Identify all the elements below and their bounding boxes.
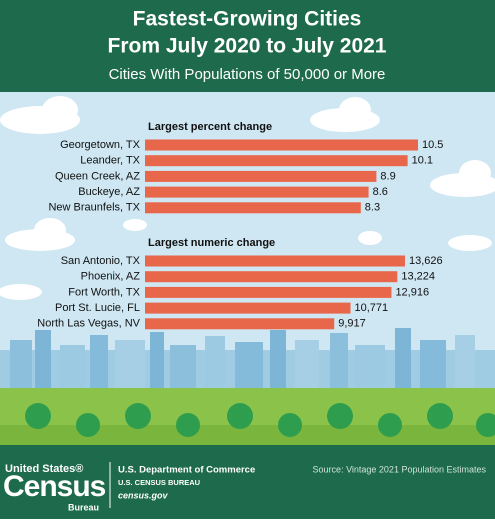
category-label: Port St. Lucie, FL bbox=[55, 302, 140, 314]
chart-title: Largest percent change bbox=[148, 121, 272, 133]
category-label: Fort Worth, TX bbox=[68, 286, 140, 298]
value-label: 12,916 bbox=[395, 286, 429, 298]
bar bbox=[145, 186, 369, 198]
bar bbox=[145, 139, 418, 151]
category-label: New Braunfels, TX bbox=[48, 202, 140, 214]
logo-bottom: Bureau bbox=[68, 502, 99, 512]
value-label: 13,224 bbox=[401, 271, 435, 283]
category-label: North Las Vegas, NV bbox=[37, 318, 140, 330]
title: Fastest-Growing Cities bbox=[133, 8, 362, 31]
bar bbox=[145, 302, 351, 314]
trees bbox=[25, 403, 495, 437]
value-label: 8.3 bbox=[365, 202, 380, 214]
logo-top: United States® bbox=[5, 463, 83, 475]
logo-main: Census bbox=[3, 470, 106, 503]
bar bbox=[145, 318, 335, 330]
bar bbox=[145, 255, 405, 267]
bar bbox=[145, 170, 377, 182]
bar bbox=[145, 202, 361, 214]
source: Source: Vintage 2021 Population Estimate… bbox=[313, 464, 487, 474]
value-label: 9,917 bbox=[338, 318, 366, 330]
category-label: Buckeye, AZ bbox=[78, 186, 140, 198]
category-label: Georgetown, TX bbox=[60, 139, 141, 151]
subtitle: Cities With Populations of 50,000 or Mor… bbox=[109, 66, 386, 83]
value-label: 13,626 bbox=[409, 255, 443, 267]
title: From July 2020 to July 2021 bbox=[108, 35, 387, 58]
dept: U.S. Department of Commerce bbox=[118, 465, 255, 476]
chart-title: Largest numeric change bbox=[148, 237, 275, 249]
grass-lower bbox=[0, 425, 495, 445]
category-label: Leander, TX bbox=[80, 155, 140, 167]
value-label: 8.9 bbox=[380, 170, 395, 182]
header-band bbox=[0, 0, 495, 92]
value-label: 8.6 bbox=[373, 186, 388, 198]
value-label: 10.5 bbox=[422, 139, 443, 151]
category-label: Queen Creek, AZ bbox=[55, 170, 140, 182]
footer-band bbox=[0, 445, 495, 519]
skyline bbox=[0, 328, 495, 390]
bureau: U.S. CENSUS BUREAU bbox=[118, 478, 200, 487]
bar bbox=[145, 155, 408, 167]
bar bbox=[145, 286, 392, 298]
value-label: 10,771 bbox=[355, 302, 389, 314]
category-label: Phoenix, AZ bbox=[81, 271, 141, 283]
bar bbox=[145, 271, 398, 283]
site: census.gov bbox=[118, 490, 169, 500]
clouds bbox=[0, 96, 495, 300]
value-label: 10.1 bbox=[412, 155, 433, 167]
category-label: San Antonio, TX bbox=[61, 255, 141, 267]
